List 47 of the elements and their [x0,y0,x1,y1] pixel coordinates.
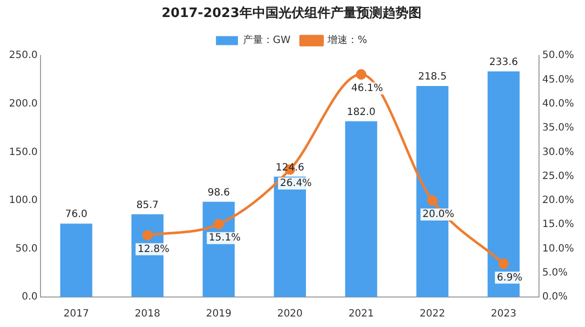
data-label: 46.1% [351,83,384,94]
data-label: 15.1% [208,232,241,244]
y2-tick-label: 35.0% [542,122,574,134]
y2-tick-label: 30.0% [542,146,574,158]
y2-tick-label: 40.0% [542,98,574,110]
y2-tick-label: 45.0% [542,74,574,86]
data-label: 76.0 [65,209,88,220]
point [213,218,224,230]
y-tick-label: 100.0 [8,195,38,206]
data-label: 26.4% [280,178,312,190]
y-tick-label: 150.0 [8,146,38,158]
point [498,258,509,269]
y-tick-label: 200.0 [8,98,38,110]
bar [345,121,378,297]
data-label: 218.5 [418,72,447,83]
data-label: 233.6 [489,57,518,68]
x-tick-label: 2019 [206,308,232,320]
y-tick-label: 250.0 [8,50,38,62]
x-tick-label: 2018 [134,308,160,320]
point [356,69,366,80]
chart-title: 2017-2023年中国光伏组件产量预测趋势图 [162,5,422,22]
y2-tick-label: 0.0% [542,292,568,303]
data-label: 6.9% [496,272,522,284]
data-label: 182.0 [346,106,376,118]
y2-tick-label: 50.0% [542,50,574,62]
legend-label: 产量：GW [242,34,291,46]
bar [60,224,92,297]
data-label: 12.8% [138,244,170,255]
data-label: 85.7 [136,200,159,211]
x-tick-label: 2022 [420,308,446,320]
data-label: 20.0% [422,209,454,220]
x-tick-label: 2020 [277,308,303,320]
point [142,230,153,240]
legend-label: 增速：% [326,34,368,46]
y-tick-label: 0.0 [22,292,38,303]
x-tick-label: 2017 [64,308,89,320]
data-label: 98.6 [208,187,230,198]
y-tick-label: 50.0 [15,243,38,254]
y2-tick-label: 20.0% [542,195,574,206]
y2-tick-label: 25.0% [542,170,574,182]
bar [488,71,520,297]
y2-tick-label: 15.0% [542,219,574,230]
y2-tick-label: 10.0% [542,243,574,254]
y2-tick-label: 5.0% [542,267,568,278]
point [427,195,438,206]
x-tick-label: 2023 [490,308,516,320]
x-tick-label: 2021 [348,308,374,320]
